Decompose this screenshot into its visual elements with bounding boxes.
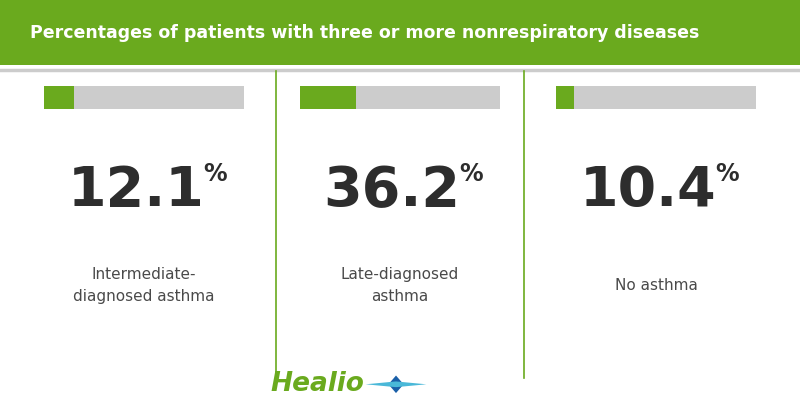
Text: %: % — [459, 162, 483, 186]
Text: %: % — [203, 162, 227, 186]
Text: 10.4: 10.4 — [580, 164, 716, 218]
Text: No asthma: No asthma — [614, 278, 698, 293]
Bar — [356, 86, 500, 109]
Bar — [556, 86, 574, 109]
Polygon shape — [366, 381, 396, 387]
Text: Percentages of patients with three or more nonrespiratory diseases: Percentages of patients with three or mo… — [30, 24, 700, 42]
Bar — [44, 86, 74, 109]
Text: %: % — [715, 162, 739, 186]
Polygon shape — [389, 375, 403, 384]
Bar — [0, 0, 800, 65]
Text: 36.2: 36.2 — [323, 164, 461, 218]
Bar — [0, 65, 800, 420]
Text: Healio: Healio — [270, 371, 364, 397]
Text: Late-diagnosed
asthma: Late-diagnosed asthma — [341, 267, 459, 304]
Text: Intermediate-
diagnosed asthma: Intermediate- diagnosed asthma — [74, 267, 214, 304]
Bar — [74, 86, 244, 109]
Bar — [574, 86, 756, 109]
Bar — [300, 86, 356, 109]
Text: 12.1: 12.1 — [67, 164, 205, 218]
Polygon shape — [396, 381, 426, 387]
Polygon shape — [389, 384, 403, 393]
